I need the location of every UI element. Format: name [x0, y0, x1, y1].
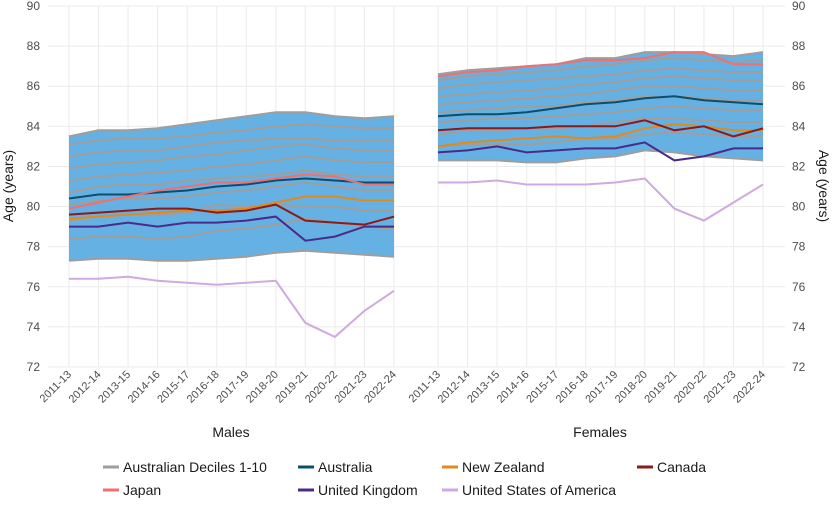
y-tick-label: 90	[792, 0, 806, 13]
legend-label-new-zealand: New Zealand	[462, 459, 545, 475]
x-tick-label: 2022-24	[731, 369, 768, 406]
y-tick-label: 84	[27, 119, 41, 133]
decile-line-8-females	[437, 67, 763, 90]
decile-line-10-males	[68, 111, 395, 138]
legend-label-deciles: Australian Deciles 1-10	[123, 459, 267, 475]
legend-label-australia: Australia	[318, 459, 373, 475]
series-line-united-kingdom-males	[69, 215, 394, 242]
panel-title-males: Males	[212, 424, 249, 440]
y-tick-label: 90	[27, 0, 41, 13]
decile-line-6-males	[68, 155, 394, 182]
y-tick-label: 72	[792, 360, 806, 374]
y-tick-label: 86	[27, 79, 41, 93]
series-line-canada-males	[68, 203, 395, 226]
y-axis-title-left: Age (years)	[0, 150, 16, 222]
decile-line-8-males	[68, 137, 394, 158]
series-line-united-kingdom-females	[437, 141, 763, 162]
y-tick-label: 88	[27, 39, 41, 53]
series-line-japan-males	[68, 173, 394, 210]
y-tick-label: 86	[792, 79, 806, 93]
legend-label-united-kingdom: United Kingdom	[318, 482, 418, 498]
series-line-canada-females	[437, 119, 764, 138]
decile-line-1-females	[438, 149, 764, 164]
y-tick-label: 76	[792, 280, 806, 294]
decile-line-6-females	[437, 85, 763, 106]
series-line-united-states-of-america-females	[438, 177, 764, 222]
decile-line-3-females	[437, 117, 763, 136]
panel-females: 2011-132012-142013-152014-162015-172016-…	[407, 5, 785, 406]
y-tick-label: 76	[27, 280, 41, 294]
decile-line-1-males	[68, 249, 395, 262]
y-axis-right: 72 74 76 78 80 82 84 86 88 90	[792, 0, 806, 374]
y-tick-label: 74	[27, 320, 41, 334]
y-tick-label: 74	[792, 320, 806, 334]
series-line-japan-females	[437, 51, 763, 78]
decile-line-9-females	[437, 57, 764, 82]
decile-line-4-females	[437, 105, 763, 124]
panel-males: 2011-132012-142013-152014-162015-172016-…	[38, 5, 416, 406]
y-tick-label: 78	[27, 240, 41, 254]
y-tick-label: 82	[792, 159, 806, 173]
series-line-new-zealand-males	[68, 195, 394, 220]
legend-label-canada: Canada	[657, 459, 706, 475]
y-tick-label: 72	[27, 360, 41, 374]
y-tick-label: 80	[792, 200, 806, 214]
y-tick-label: 80	[27, 200, 41, 214]
series-line-united-states-of-america-males	[69, 275, 395, 339]
decile-band-females	[438, 52, 763, 163]
decile-line-5-females	[437, 95, 763, 114]
decile-line-7-males	[68, 143, 394, 170]
series-line-australia-females	[437, 95, 764, 118]
panel-title-females: Females	[573, 424, 627, 440]
legend-label-united-states-of-america: United States of America	[462, 482, 616, 498]
decile-line-5-males	[68, 169, 394, 194]
y-tick-label: 88	[792, 39, 806, 53]
decile-line-4-males	[68, 181, 394, 206]
y-tick-label: 82	[27, 159, 41, 173]
y-axis-left: 72 74 76 78 80 82 84 86 88 90	[27, 0, 41, 374]
y-axis-title-right: Age (years)	[816, 150, 832, 222]
decile-line-9-males	[68, 123, 394, 146]
legend-label-japan: Japan	[123, 482, 161, 498]
legend: Australian Deciles 1-10 Australia New Zeal…	[103, 459, 706, 498]
x-tick-label: 2022-24	[362, 369, 399, 406]
series-line-australia-males	[68, 177, 394, 200]
y-tick-label: 78	[792, 240, 806, 254]
y-tick-label: 84	[792, 119, 806, 133]
decile-line-7-females	[437, 75, 763, 98]
